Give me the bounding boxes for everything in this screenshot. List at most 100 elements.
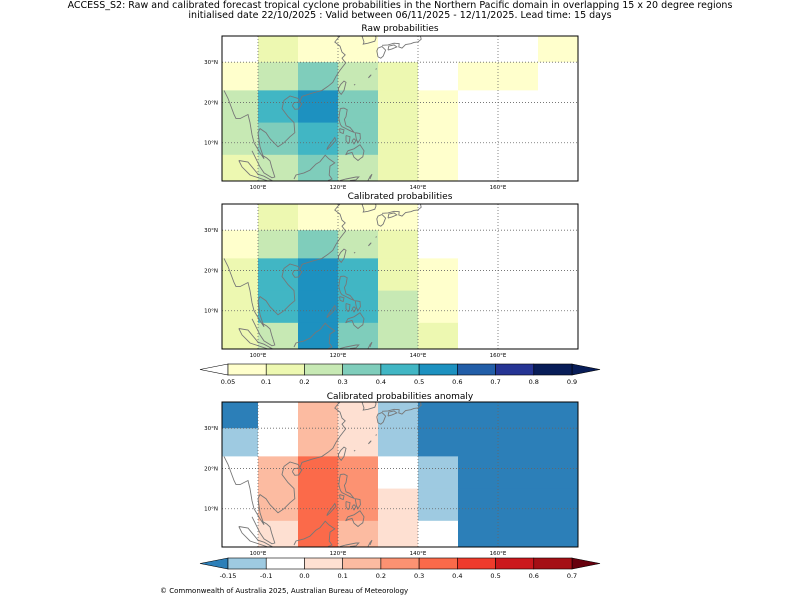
probability-cell (538, 230, 579, 259)
probability-cell (498, 456, 539, 489)
probability-cell (378, 122, 419, 156)
probability-cell (498, 90, 539, 123)
coastline (387, 410, 398, 417)
probability-cell (418, 36, 459, 63)
colorbar-segment (533, 557, 573, 570)
probability-cell (378, 90, 419, 123)
coastline (376, 45, 387, 59)
probability-cell (458, 230, 499, 259)
coastline (376, 213, 387, 227)
latitude-tick-label: 20°N (204, 268, 218, 274)
colorbar-segment (304, 363, 343, 376)
colorbar-tick-label: 0.6 (452, 378, 462, 386)
probability-cell (378, 428, 419, 457)
probability-cell (538, 322, 579, 350)
probability-cell (298, 122, 339, 156)
colorbar-tick-label: -0.1 (260, 572, 273, 580)
longitude-tick-label: 100°E (250, 353, 267, 359)
probability-cell (538, 456, 579, 489)
probability-cell (458, 402, 499, 429)
coastline (337, 446, 347, 462)
coastline (293, 322, 336, 350)
probability-cell (538, 402, 579, 429)
colorbar-tick-label: 0.7 (490, 378, 500, 386)
probability-cell (338, 36, 379, 63)
probability-cell (378, 258, 419, 291)
probability-cell (222, 62, 259, 91)
probability-cell (222, 290, 259, 324)
longitude-tick-label: 140°E (410, 185, 427, 191)
probability-cell (498, 428, 539, 457)
probability-cell (458, 290, 499, 324)
probability-cell (378, 204, 419, 231)
probability-cell (222, 322, 259, 350)
colorbar-over-arrow (571, 363, 601, 376)
coastline (367, 341, 373, 349)
probability-cell (378, 402, 419, 429)
coastline (326, 502, 337, 516)
latitude-tick-label: 30°N (204, 426, 218, 432)
coastline (293, 154, 336, 182)
probability-cell (498, 230, 539, 259)
coastline (368, 74, 372, 79)
probability-cell (298, 428, 339, 457)
probability-cell (538, 428, 579, 457)
coastline (339, 296, 345, 303)
coastline (338, 275, 356, 302)
probability-cell (258, 204, 299, 231)
latitude-tick-label: 20°N (204, 466, 218, 472)
probability-cell (338, 62, 379, 91)
coastline (339, 542, 360, 548)
probability-cell (418, 90, 459, 123)
probability-cell (222, 36, 259, 63)
coastline (339, 494, 345, 501)
probability-cell (298, 62, 339, 91)
probability-cell (458, 62, 499, 91)
colorbar-tick-label: 0.8 (529, 378, 539, 386)
probability-cell (418, 520, 459, 548)
colorbar-segment (495, 557, 535, 570)
probability-cell (538, 122, 579, 156)
probability-cell (418, 488, 459, 522)
colorbar-segment (342, 363, 382, 376)
coastline (368, 242, 372, 247)
colorbar-segment (227, 363, 267, 376)
colorbar-under-arrow (199, 363, 229, 376)
probability-cell (418, 122, 459, 156)
probability-cell (258, 290, 299, 324)
coastline (353, 449, 356, 452)
probability-cell (222, 520, 259, 548)
probability-cell (378, 290, 419, 324)
coastline (351, 504, 357, 511)
map-frame (221, 35, 579, 182)
figure-title-line-1: ACCESS_S2: Raw and calibrated forecast t… (67, 0, 733, 11)
probability-cell (458, 488, 499, 522)
probability-cell (498, 402, 539, 429)
probability-cell (538, 90, 579, 123)
probability-cell (418, 258, 459, 291)
probability-cell (458, 90, 499, 123)
probability-cell (298, 204, 339, 231)
map-panel-3: 100°E 120°E 140°E 160°E 30°N 20°N 10°N (204, 401, 579, 557)
probability-cell (458, 122, 499, 156)
probability-cell (338, 428, 379, 457)
probability-cell (498, 290, 539, 324)
colorbar-segment (380, 557, 420, 570)
colorbar-segment (227, 557, 267, 570)
probability-cell (298, 154, 339, 182)
colorbar-tick-label: 0.4 (376, 378, 386, 386)
colorbar-tick-label: 0.2 (299, 378, 309, 386)
probability-cell (222, 428, 259, 457)
probability-cell (458, 258, 499, 291)
probability-cell (418, 290, 459, 324)
probability-cell (458, 428, 499, 457)
colorbar-segment (418, 363, 458, 376)
colorbar-tick-label: 0.3 (337, 378, 347, 386)
probability-cell (538, 290, 579, 324)
probability-cell (258, 488, 299, 522)
probability-cell (498, 154, 539, 182)
probability-cell (378, 230, 419, 259)
coastline (351, 306, 357, 313)
coastline (339, 344, 360, 350)
